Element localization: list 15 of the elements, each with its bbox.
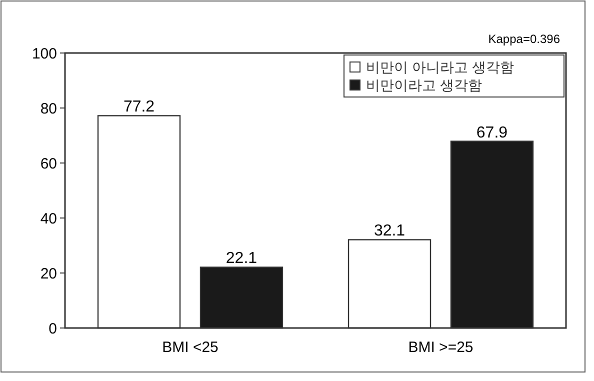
y-tick-label: 80 <box>40 100 57 118</box>
y-tick-label: 0 <box>48 320 57 338</box>
y-tick-label: 40 <box>40 210 57 228</box>
y-tick-label: 60 <box>40 155 57 172</box>
data-label: 22.1 <box>226 250 258 268</box>
data-label: 32.1 <box>374 222 406 240</box>
x-tick-label: BMI >=25 <box>408 339 474 356</box>
legend-label: 비만이 아니라고 생각함 <box>366 58 514 75</box>
x-tick-label: BMI <25 <box>162 339 218 356</box>
legend-label: 비만이라고 생각함 <box>366 76 482 93</box>
data-label: 67.9 <box>476 124 508 142</box>
data-label: 77.2 <box>123 98 155 116</box>
y-tick-label: 20 <box>40 265 57 282</box>
y-tick-label: 100 <box>32 45 57 62</box>
text: Kappa=0.396 <box>488 32 560 46</box>
